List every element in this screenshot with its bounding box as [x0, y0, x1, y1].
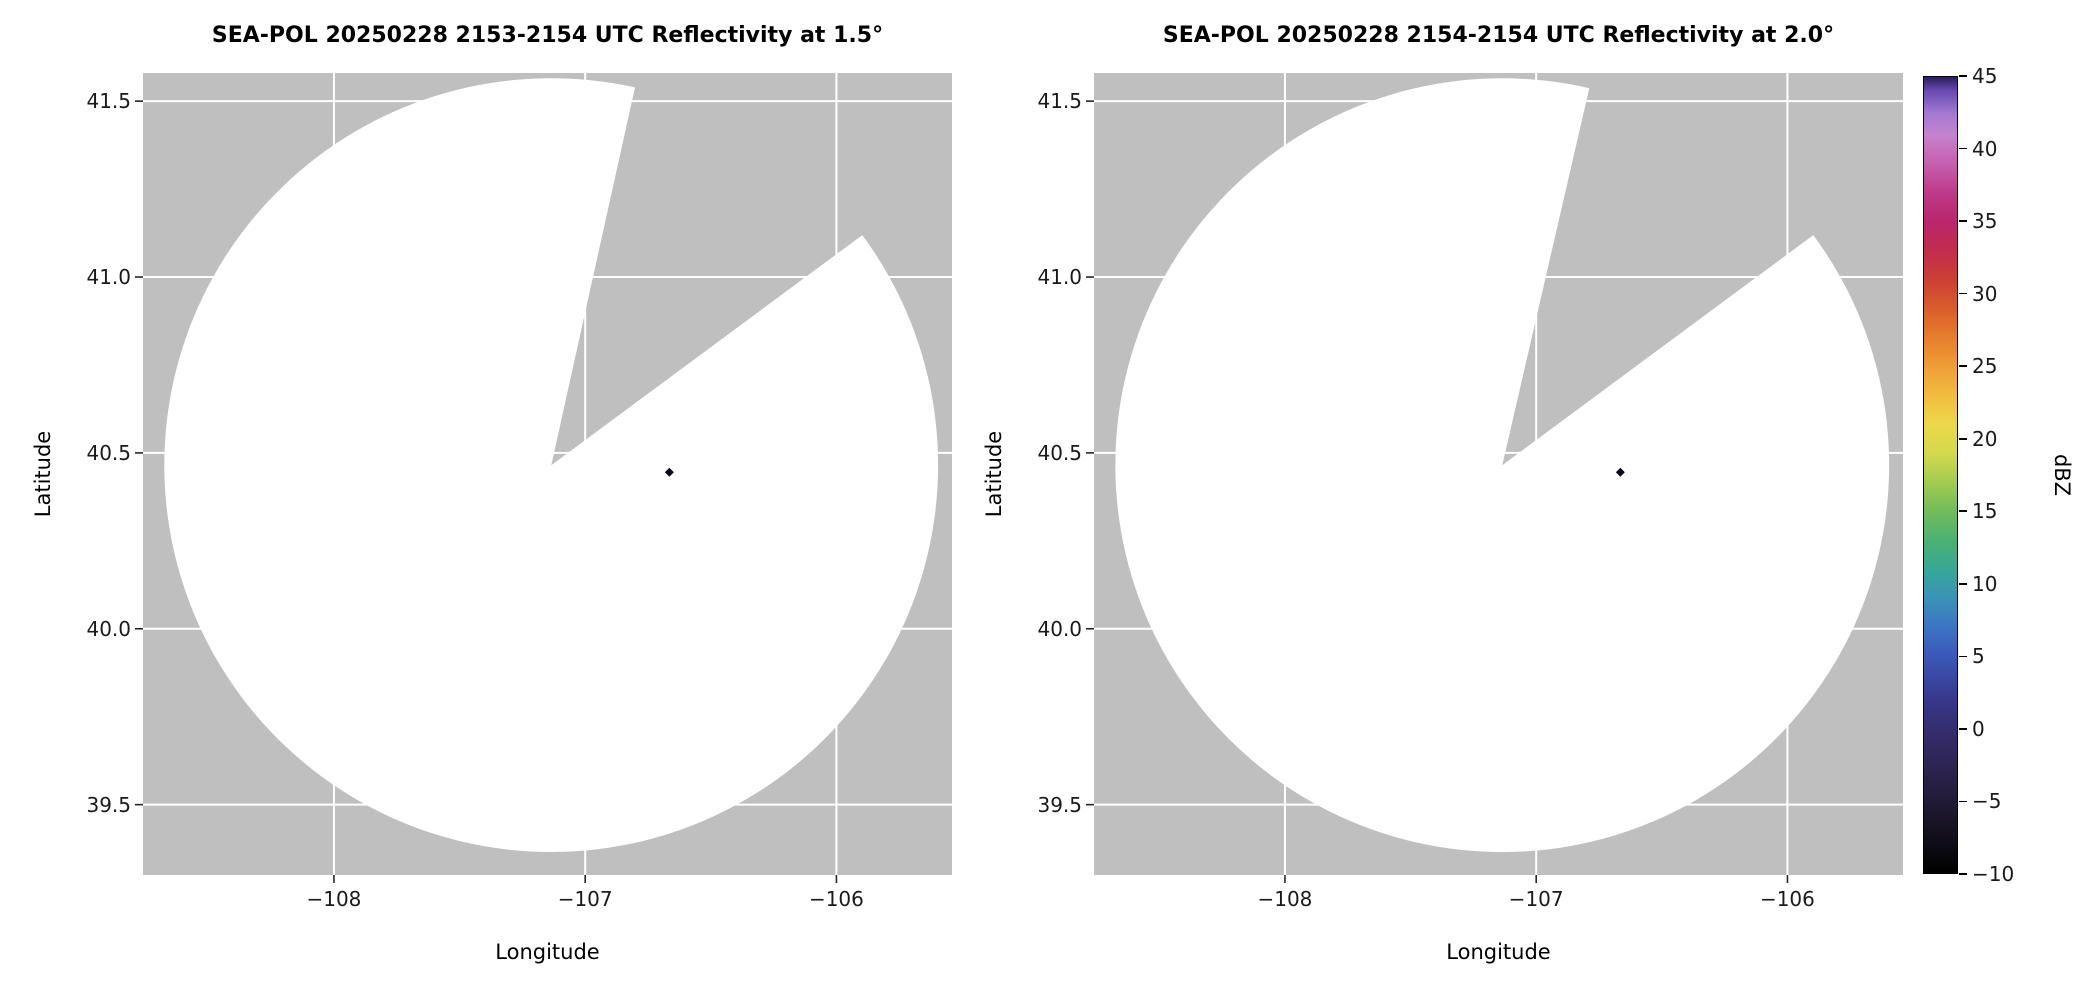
- colorbar-tick-mark: [1959, 583, 1967, 585]
- colorbar-tick-label: 15: [1972, 499, 1998, 524]
- colorbar-tick-mark: [1959, 728, 1967, 730]
- colorbar-tick-mark: [1959, 873, 1967, 875]
- plot-title: SEA-POL 20250228 2154-2154 UTC Reflectiv…: [1162, 23, 1835, 48]
- colorbar-tick-label: 45: [1972, 64, 1998, 88]
- colorbar-tick-label: 20: [1972, 426, 1998, 451]
- radar-echo-marker: [1615, 467, 1625, 477]
- x-axis-label: Longitude: [495, 940, 600, 964]
- x-tick-label: −108: [1257, 887, 1313, 911]
- colorbar-unit-label: dBZ: [2050, 453, 2074, 497]
- y-tick-label: 39.5: [86, 792, 131, 817]
- y-axis-label: Latitude: [982, 430, 1006, 518]
- radar-ppi-plot: [1086, 73, 1903, 883]
- colorbar-tick-mark: [1959, 147, 1967, 150]
- colorbar-tick-label: 40: [1972, 136, 1998, 161]
- x-axis-label: Longitude: [1446, 940, 1551, 964]
- x-tick-label: −106: [808, 887, 864, 911]
- x-tick-label: −107: [1508, 887, 1564, 911]
- colorbar-tick-mark: [1959, 292, 1967, 295]
- colorbar-tick-label: −5: [1972, 789, 2002, 814]
- y-tick-label: 41.0: [1037, 265, 1082, 290]
- radar-echo-marker: [664, 467, 674, 477]
- colorbar-tick-mark: [1959, 220, 1967, 222]
- x-tick-label: −108: [306, 887, 362, 911]
- colorbar-tick-mark: [1959, 437, 1967, 440]
- colorbar-tick-label: 5: [1972, 644, 1985, 669]
- y-tick-label: 39.5: [1037, 792, 1082, 817]
- colorbar-gradient: [1923, 76, 1958, 874]
- colorbar-tick-label: 0: [1972, 716, 1985, 741]
- y-tick-label: 40.5: [1037, 440, 1082, 465]
- plot-title: SEA-POL 20250228 2153-2154 UTC Reflectiv…: [211, 23, 884, 48]
- x-tick-label: −106: [1759, 887, 1815, 911]
- x-tick-label: −107: [557, 887, 613, 911]
- y-tick-label: 41.5: [1037, 89, 1082, 114]
- radar-coverage-area: [164, 78, 939, 853]
- radar-coverage-area: [1115, 78, 1890, 853]
- y-tick-label: 40.0: [86, 616, 131, 641]
- colorbar-tick-mark: [1959, 365, 1967, 367]
- colorbar-tick-mark: [1959, 75, 1967, 77]
- colorbar-tick-mark: [1959, 800, 1967, 803]
- colorbar-tick-label: 35: [1972, 209, 1998, 234]
- y-tick-label: 41.5: [86, 89, 131, 114]
- y-tick-label: 41.0: [86, 265, 131, 290]
- colorbar-tick-mark: [1959, 510, 1967, 513]
- colorbar-tick-label: 30: [1972, 281, 1998, 306]
- y-tick-label: 40.5: [86, 440, 131, 465]
- colorbar-tick-label: 10: [1972, 571, 1998, 596]
- radar-ppi-plot: [135, 73, 952, 883]
- colorbar-tick-mark: [1959, 655, 1967, 658]
- colorbar-tick-label: −10: [1972, 862, 2015, 886]
- y-tick-label: 40.0: [1037, 616, 1082, 641]
- colorbar-tick-label: 25: [1972, 354, 1998, 379]
